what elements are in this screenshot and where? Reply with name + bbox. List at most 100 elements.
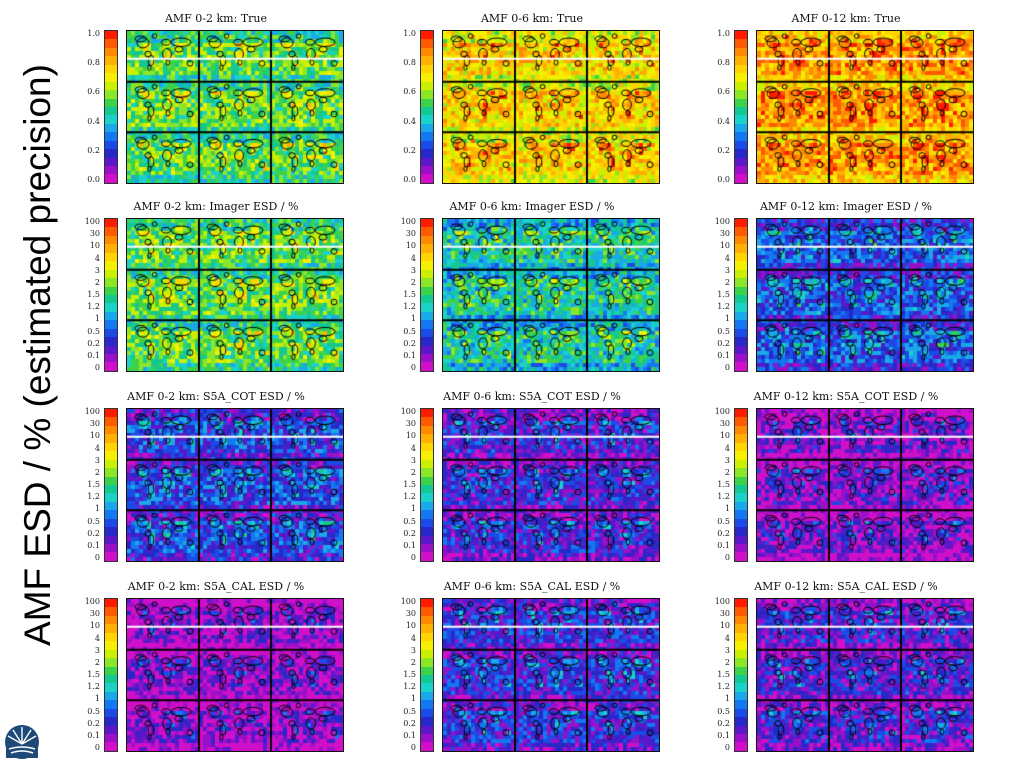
colorbar-segment [421,303,433,312]
colorbar-segment [421,425,433,435]
heatmap-canvas [443,409,659,561]
colorbar-segment [421,501,433,511]
colorbar-segment [735,140,747,150]
colorbar-segment [421,615,433,625]
colorbar-segment [421,599,433,608]
colorbar-tick-label: 0.6 [717,87,730,97]
colorbar-segment [105,691,117,701]
colorbar-segment [421,286,433,295]
colorbar-segment [421,518,433,528]
colorbar-segment [105,132,117,141]
heatmap-plot [126,408,344,562]
colorbar-segment [735,725,747,734]
colorbar-segment [421,717,433,726]
colorbar-segment [735,149,747,158]
colorbar-segment [735,666,747,675]
heatmap-canvas [443,219,659,371]
colorbar-segment [421,641,433,650]
colorbar-segment [105,442,117,452]
colorbar-tick-label: 0.8 [87,58,100,68]
colorbar-segment [105,599,117,608]
heatmap-plot [756,408,974,562]
colorbar-tick-label: 4 [410,633,416,643]
colorbar-tick-label: 30 [89,609,100,619]
colorbar-segment [105,434,117,443]
colorbar-tick-label: 1 [94,504,100,514]
colorbar-segment [105,252,117,262]
colorbar-tick-label: 0.4 [717,116,730,126]
colorbar-segment [735,115,747,124]
colorbar-segment [105,90,117,99]
colorbar-tick-label: 1.2 [717,682,730,692]
panel-title: AMF 0-2 km: S5A_COT ESD / % [127,390,305,403]
colorbar-segment [735,354,747,363]
colorbar-segment [105,451,117,460]
heatmap-panel: AMF 0-2 km: True 1.0 0.8 0.6 0.4 0.2 0.0 [66,12,366,184]
colorbar-segment [735,501,747,511]
colorbar-segment [735,442,747,452]
colorbar-segment [735,362,747,371]
colorbar-segment [105,425,117,435]
colorbar-segment [735,708,747,718]
colorbar-segment [735,261,747,270]
panel-title: AMF 0-12 km: S5A_CAL ESD / % [754,580,938,593]
colorbar-tick-label: 1.5 [717,480,730,489]
colorbar-tick-label: 0.1 [403,350,416,360]
colorbar-tick-label: 2 [94,657,100,667]
panel-title: AMF 0-6 km: S5A_CAL ESD / % [443,580,621,593]
colorbar-segment [735,31,747,40]
colorbar-segment [735,535,747,544]
colorbar-segment [735,476,747,485]
colorbar-segment [735,64,747,74]
colorbar-segment [105,56,117,65]
colorbar-tick-label: 0.5 [87,516,100,526]
colorbar-segment [421,362,433,371]
colorbar-tick-label: 4 [410,443,416,453]
colorbar-tick-label: 1.5 [403,670,416,679]
colorbar-segment [421,354,433,363]
colorbar-segment [105,269,117,279]
colorbar-segment [421,337,433,346]
colorbar-tick-label: 4 [94,443,100,453]
colorbar-segment [105,459,117,469]
colorbar-tick-label: 0.6 [403,87,416,97]
colorbar-segment [421,666,433,675]
colorbar-segment [105,666,117,675]
colorbar-segment [105,527,117,536]
colorbar-segment [735,641,747,650]
colorbar-tick-label: 0.5 [403,706,416,716]
colorbar-segment [735,311,747,321]
heatmap-canvas [757,31,973,183]
colorbar-segment [735,132,747,141]
colorbar-segment [735,157,747,166]
heatmap-panel: AMF 0-6 km: Imager ESD / % 100 30 10 4 3 2 1.5 1… [382,200,682,372]
colorbar-segment [421,708,433,718]
heatmap-panel: AMF 0-12 km: S5A_CAL ESD / % 100 30 10 4 3 2 1.… [696,580,996,752]
colorbar-tick-label: 10 [719,621,730,631]
colorbar-segment [735,73,747,82]
heatmap-panel: AMF 0-12 km: True 1.0 0.8 0.6 0.4 0.2 0.0 [696,12,996,184]
colorbar-tick-label: 0.1 [717,730,730,740]
colorbar-segment [105,725,117,734]
colorbar-tick-label: 4 [94,633,100,643]
colorbar-tick-label: 3 [724,645,730,655]
colorbar-segment [735,106,747,116]
colorbar-segment [735,425,747,435]
colorbar-segment [421,658,433,667]
colorbar-segment [105,493,117,502]
heatmap-plot [442,408,660,562]
colorbar-segment [421,81,433,91]
colorbar-tick-label: 0.2 [717,718,730,728]
colorbar-tick-label: 1.5 [717,670,730,679]
colorbar-segment [421,98,433,107]
panel-title: AMF 0-6 km: True [480,12,584,25]
colorbar-segment [735,607,747,616]
colorbar-segment [735,717,747,726]
colorbar-tick-label: 4 [724,633,730,643]
colorbar-tick-label: 0.2 [403,338,416,348]
colorbar-segment [105,674,117,684]
colorbar [420,408,434,562]
colorbar-segment [421,674,433,684]
colorbar-segment [105,484,117,494]
panel-title: AMF 0-12 km: S5A_COT ESD / % [753,390,939,403]
